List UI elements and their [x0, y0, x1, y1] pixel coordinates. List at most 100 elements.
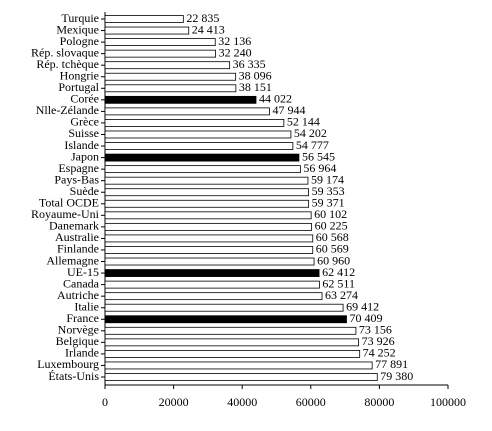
y-tick-label: Espagne	[58, 161, 99, 175]
y-tick-label: Royaume-Uni	[31, 207, 100, 221]
bar	[104, 84, 237, 93]
value-label: 56 964	[303, 161, 336, 175]
bar	[104, 72, 237, 81]
value-label: 38 151	[239, 80, 272, 94]
y-tick-label: Nlle-Zélande	[36, 103, 99, 117]
value-label: 32 240	[219, 45, 252, 59]
y-tick-label: Luxembourg	[37, 357, 99, 371]
value-label: 59 174	[311, 172, 344, 186]
value-label: 38 096	[239, 68, 272, 82]
bar	[104, 373, 378, 381]
y-tick-label: Rép. tchèque	[36, 57, 99, 71]
value-label: 24 413	[192, 22, 225, 36]
bar	[104, 38, 216, 46]
value-label: 79 380	[380, 369, 413, 383]
x-tick-label: 20000	[159, 395, 189, 409]
value-label: 52 144	[287, 115, 320, 129]
x-tick-label: 40000	[227, 395, 257, 409]
bar	[104, 326, 357, 335]
value-label: 73 156	[359, 323, 392, 337]
bar	[104, 95, 257, 104]
bar	[104, 15, 184, 23]
y-tick-label: UE-15	[67, 265, 99, 279]
value-label: 59 353	[312, 184, 345, 198]
y-tick-label: Australie	[55, 230, 99, 244]
bar	[104, 246, 314, 254]
value-label: 22 835	[186, 11, 219, 25]
bar	[104, 350, 361, 358]
y-tick-label: Suisse	[68, 126, 99, 140]
bar	[104, 361, 373, 370]
y-tick-label: Norvège	[58, 323, 99, 337]
y-tick-label: Autriche	[57, 288, 99, 302]
bar	[104, 280, 320, 289]
value-label: 74 252	[363, 346, 396, 360]
y-tick-label: Pologne	[60, 34, 99, 48]
bar	[104, 199, 310, 208]
bar	[104, 188, 309, 197]
y-tick-label: Rép. slovaque	[31, 45, 99, 59]
value-label: 60 960	[317, 253, 350, 267]
value-label: 77 891	[375, 357, 408, 371]
value-label: 73 926	[362, 334, 395, 348]
value-label: 60 102	[314, 207, 347, 221]
y-tick-label: Belgique	[56, 334, 99, 348]
y-tick-label: Corée	[70, 92, 99, 106]
bar	[104, 26, 190, 35]
value-label: 60 569	[316, 242, 349, 256]
value-label: 62 511	[322, 276, 355, 290]
bar	[104, 176, 309, 185]
bar	[104, 315, 347, 324]
y-tick-label: Portugal	[58, 80, 99, 94]
y-tick-label: Pays-Bas	[54, 172, 99, 186]
value-label: 59 371	[312, 196, 345, 210]
y-tick-label: Italie	[74, 299, 99, 313]
value-label: 36 335	[233, 57, 266, 71]
x-tick-label: 80000	[364, 395, 394, 409]
value-label: 47 944	[272, 103, 305, 117]
y-tick-label: France	[66, 311, 99, 325]
bar	[104, 119, 285, 127]
y-tick-label: Japon	[71, 149, 99, 163]
bar	[104, 292, 323, 301]
bar	[104, 107, 270, 116]
y-tick-label: Mexique	[56, 22, 99, 36]
bar	[104, 165, 301, 174]
y-tick-label: Danemark	[49, 219, 99, 233]
value-label: 70 409	[350, 311, 383, 325]
x-tick-label: 60000	[296, 395, 326, 409]
bar	[104, 49, 216, 58]
y-tick-label: Islande	[64, 138, 99, 152]
value-label: 44 022	[259, 92, 292, 106]
y-tick-label: Grèce	[70, 115, 99, 129]
y-tick-label: Finlande	[57, 242, 99, 256]
y-tick-label: Allemagne	[46, 253, 99, 267]
y-tick-label: Suède	[70, 184, 99, 198]
y-tick-label: Canada	[63, 276, 100, 290]
x-tick-label: 100000	[430, 395, 466, 409]
value-label: 60 225	[315, 219, 348, 233]
value-label: 32 136	[218, 34, 251, 48]
bar	[104, 142, 294, 150]
y-tick-label: Hongrie	[60, 68, 99, 82]
bar	[104, 153, 300, 162]
x-tick-label: 0	[102, 395, 108, 409]
value-label: 56 545	[302, 149, 335, 163]
bar	[104, 222, 312, 231]
value-label: 63 274	[325, 288, 358, 302]
value-label: 54 777	[296, 138, 329, 152]
value-label: 60 568	[316, 230, 349, 244]
bar	[104, 211, 312, 220]
bar	[104, 303, 344, 312]
bar	[104, 234, 314, 243]
bar	[104, 269, 320, 277]
bar	[104, 61, 231, 70]
value-label: 54 202	[294, 126, 327, 140]
value-label: 69 412	[346, 299, 379, 313]
y-tick-label: Turquie	[61, 11, 99, 25]
value-label: 62 412	[322, 265, 355, 279]
y-tick-label: Irlande	[65, 346, 99, 360]
bar	[104, 130, 292, 139]
